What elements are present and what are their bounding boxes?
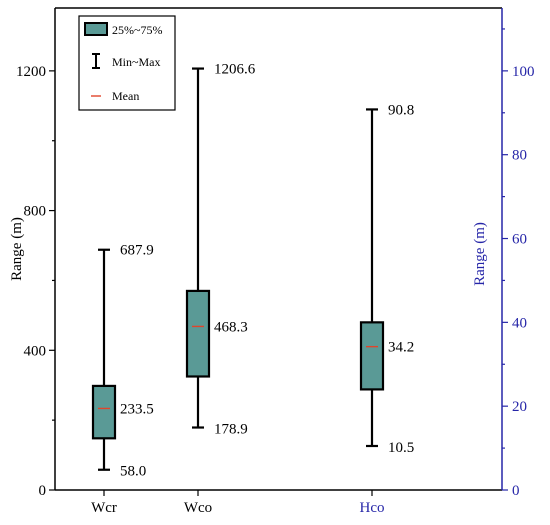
category-label: Hco	[360, 500, 385, 516]
right-tick-label: 100	[512, 64, 535, 80]
mean-label: 34.2	[388, 340, 414, 356]
min-label: 58.0	[120, 464, 146, 480]
iqr-box	[359, 321, 385, 391]
legend-label-iqr: 25%~75%	[112, 23, 162, 37]
value-labels: 687.9 233.5 58.0 1206.6 468.3 178.9 90.8 34.2 10…	[120, 62, 414, 480]
mean-label: 233.5	[120, 401, 154, 417]
max-label: 687.9	[120, 243, 154, 259]
category-label: Wco	[184, 500, 212, 516]
right-axis-title: Range (m)	[472, 222, 488, 286]
box-hco	[359, 108, 385, 448]
right-tick-label: 20	[512, 399, 527, 415]
iqr-box	[185, 289, 211, 378]
legend-box-swatch	[84, 22, 108, 36]
mean-label: 468.3	[214, 319, 248, 335]
left-tick-label: 800	[24, 204, 47, 220]
right-tick-label: 60	[512, 232, 527, 248]
box-wcr	[91, 248, 117, 471]
min-label: 10.5	[388, 440, 414, 456]
max-label: 1206.6	[214, 62, 256, 78]
right-tick-label: 80	[512, 148, 527, 164]
min-label: 178.9	[214, 422, 248, 438]
legend-label-mean: Mean	[112, 89, 139, 103]
left-tick-label: 1200	[16, 64, 46, 80]
right-tick-label: 0	[512, 483, 520, 499]
max-label: 90.8	[388, 102, 414, 118]
left-tick-label: 400	[24, 343, 47, 359]
category-label: Wcr	[91, 500, 117, 516]
axes: 0 400 800 1200 0 20 40 60 80 100 Range (m) Range (m…	[9, 7, 535, 516]
left-tick-label: 0	[39, 483, 47, 499]
right-tick-label: 40	[512, 315, 527, 331]
legend-label-minmax: Min~Max	[112, 55, 161, 69]
left-axis-title: Range (m)	[9, 217, 25, 281]
legend: 25%~75% Min~Max Mean	[78, 15, 176, 111]
box-wco	[185, 67, 211, 429]
boxes	[91, 67, 385, 471]
iqr-box	[91, 384, 117, 440]
